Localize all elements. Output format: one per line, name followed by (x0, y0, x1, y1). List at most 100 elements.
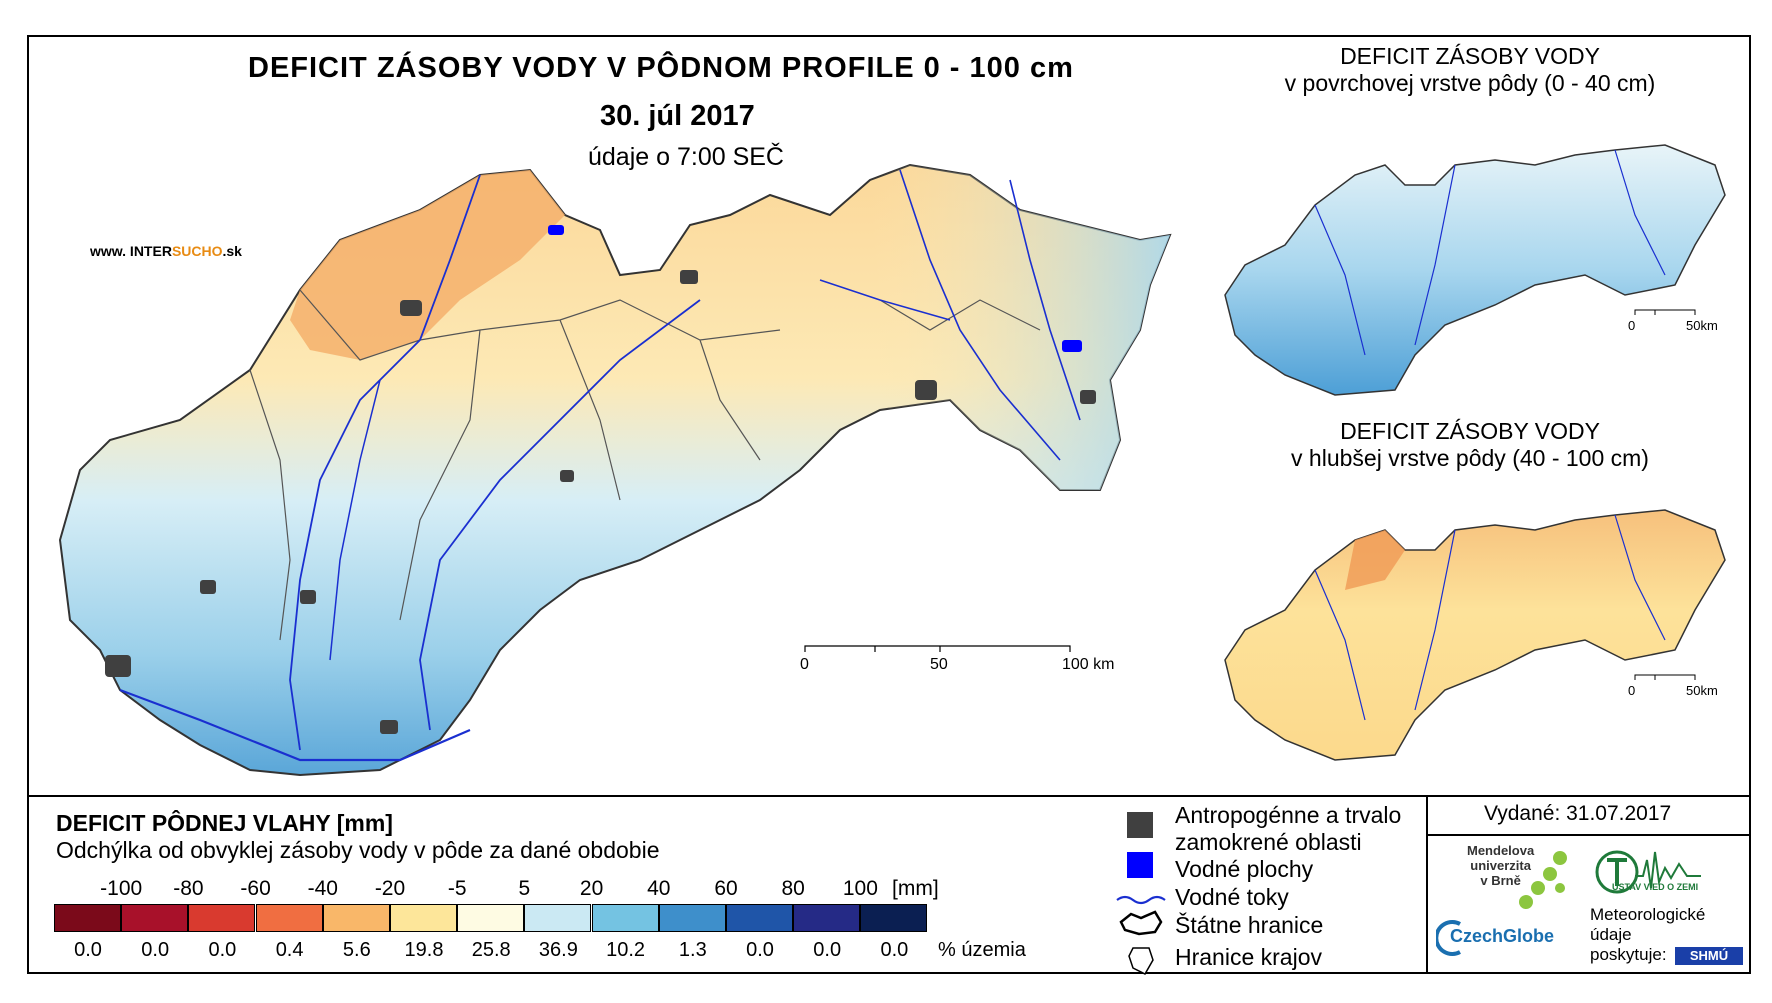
inset-top-title: DEFICIT ZÁSOBY VODY v povrchovej vrstve … (1240, 43, 1700, 97)
inset-bottom-title: DEFICIT ZÁSOBY VODY v hlubšej vrstve pôd… (1240, 418, 1700, 472)
river-hornad (819, 279, 951, 321)
water-bodies (548, 225, 1082, 352)
czechglobe-icon (1436, 920, 1461, 956)
legend-divider (27, 795, 1751, 797)
legend-percent-value: 36.9 (538, 939, 578, 961)
legend-color-swatch (322, 904, 390, 932)
main-scale-bar (804, 645, 1071, 652)
legend-break-label: 100 (842, 877, 878, 900)
legend-color-swatch (793, 904, 861, 932)
legend-title: DEFICIT PÔDNEJ VLAHY [mm] (56, 810, 393, 836)
symbol-legend-icons (1116, 812, 1166, 975)
urban-areas (105, 270, 1096, 734)
main-scale-0: 0 (800, 656, 809, 673)
legend-color-swatch (188, 904, 256, 932)
issued-divider (1426, 834, 1751, 836)
legend-percent-value: 25.8 (471, 939, 511, 961)
issued-date: Vydané: 31.07.2017 (1484, 802, 1672, 825)
legend-color-swatch (121, 904, 189, 932)
legend-break-label: 60 (714, 877, 738, 900)
legend-color-swatch (390, 904, 457, 932)
mendel-line1: Mendelova (1467, 843, 1535, 858)
legend-break-label: -40 (307, 877, 338, 900)
legend-break-label: -20 (374, 877, 406, 900)
meteo-line2: údaje (1590, 925, 1632, 944)
legend-percent-value: 19.8 (404, 939, 444, 961)
legend-color-swatch (726, 904, 793, 932)
shmu-logo: SHMÚ (1675, 947, 1743, 965)
inset-bottom-title-line2: v hlubšej vrstve pôdy (40 - 100 cm) (1291, 445, 1649, 471)
mendel-line3: v Brně (1480, 873, 1521, 888)
river-nitra (329, 379, 381, 661)
legend-color-swatch (860, 904, 928, 932)
czechglobe-logo: CzechGlobe (1450, 926, 1555, 946)
urban-label-line1: Antropogénne a trvalo (1175, 802, 1402, 828)
legend-break-label: -100 (100, 877, 143, 900)
website-highlight: SUCHO (171, 243, 223, 259)
legend-percent-unit: % územia (938, 939, 1026, 961)
inset-top-title-line2: v povrchovej vrstve pôdy (0 - 40 cm) (1284, 70, 1656, 96)
website-suffix: .sk (222, 243, 242, 259)
legend-percent-value: 0.0 (208, 939, 237, 961)
website-prefix: www. INTER (90, 243, 172, 259)
legend-percent-value: 1.3 (678, 939, 707, 961)
inset-bottom-scale-0: 0 (1628, 683, 1636, 698)
main-scale-100: 100 km (1062, 656, 1115, 673)
state-border-swatch (1119, 910, 1163, 936)
river-swatch (1116, 895, 1166, 905)
mendel-logo-text: Mendelova univerzita v Brně (1467, 843, 1534, 888)
legend-break-label: 80 (781, 877, 805, 900)
inset-top-scale-0: 0 (1628, 318, 1636, 333)
mendel-line2: univerzita (1470, 858, 1531, 873)
east-blue-region (870, 165, 1170, 490)
legend-break-label: -80 (173, 877, 204, 900)
water-label: Vodné plochy (1175, 856, 1314, 882)
urban-swatch (1127, 812, 1153, 838)
legend-subtitle: Odchýlka od obvyklej zásoby vody v pôde … (56, 837, 660, 863)
river-vah (289, 174, 481, 751)
legend-unit: [mm] (892, 877, 939, 900)
main-scale-50: 50 (930, 656, 948, 673)
legend-break-label: -60 (240, 877, 271, 900)
legend-color-swatch (255, 904, 323, 932)
inset-top-title-line1: DEFICIT ZÁSOBY VODY (1340, 43, 1600, 69)
ustav-logo-icon (1595, 850, 1701, 894)
legend-percent-value: 0.0 (813, 939, 842, 961)
northwest-orange-region (290, 170, 565, 360)
legend-break-label: 20 (579, 877, 604, 900)
legend-percent-value: 0.0 (880, 939, 909, 961)
river-danube (119, 688, 471, 762)
legend-color-swatch (591, 904, 659, 932)
inset-top-map (1224, 144, 1726, 396)
water-swatch (1127, 852, 1153, 878)
inset-bottom-map (1224, 509, 1726, 761)
legend-percent-value: 0.0 (141, 939, 170, 961)
urban-label-line2: zamokrené oblasti (1175, 829, 1362, 855)
river-label: Vodné toky (1175, 884, 1289, 910)
mendel-dots-icon (1519, 851, 1567, 909)
state-border-label: Štátne hranice (1175, 912, 1324, 938)
map-date: 30. júl 2017 (600, 100, 755, 132)
legend-break-label: 40 (647, 877, 671, 900)
legend-color-swatch (524, 904, 592, 932)
ustav-logo-text: ÚSTAV VIED O ZEMI (1612, 882, 1699, 892)
region-border-label: Hranice krajov (1175, 944, 1322, 970)
meteo-line1: Meteorologické (1590, 905, 1706, 924)
legend-color-swatch (54, 904, 121, 932)
inset-top-scale-50: 50km (1686, 318, 1718, 333)
inset-bottom-scale-50: 50km (1686, 683, 1718, 698)
legend-percent-value: 5.6 (342, 939, 371, 961)
map-frame (27, 35, 1751, 974)
legend-percent-value: 0.0 (74, 939, 102, 961)
inset-bottom-title-line1: DEFICIT ZÁSOBY VODY (1340, 418, 1600, 444)
legend-percent-value: 0.0 (746, 939, 774, 961)
legend-vertical-divider (1426, 795, 1428, 974)
map-time: údaje o 7:00 SEČ (588, 143, 784, 171)
legend-break-label: -5 (447, 877, 467, 900)
river-hron (419, 299, 701, 731)
legend-color-swatch (658, 904, 726, 932)
map-title: DEFICIT ZÁSOBY VODY V PÔDNOM PROFILE 0 -… (248, 52, 1074, 84)
region-borders (249, 289, 1041, 641)
legend-color-swatch (457, 904, 525, 932)
